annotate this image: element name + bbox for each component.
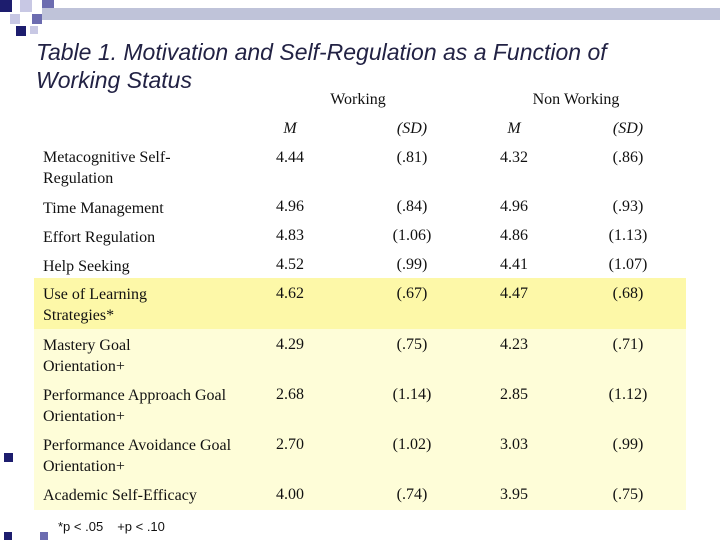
deco-square bbox=[32, 14, 42, 24]
deco-square bbox=[30, 26, 38, 34]
cell-nonworking-mean: 3.95 bbox=[500, 486, 528, 503]
cell-working-mean: 4.83 bbox=[276, 227, 304, 244]
deco-square bbox=[4, 532, 12, 540]
cell-nonworking-sd: (.93) bbox=[612, 198, 644, 215]
cell-working-mean: 4.62 bbox=[276, 285, 304, 302]
column-header-working-sd: (SD) bbox=[396, 120, 428, 137]
row-label: Help Seeking bbox=[43, 258, 130, 275]
cell-working-sd: (.84) bbox=[396, 198, 428, 215]
decorative-rule bbox=[42, 8, 720, 20]
cell-working-mean: 2.68 bbox=[276, 386, 304, 403]
cell-nonworking-mean: 4.32 bbox=[500, 149, 528, 166]
cell-working-sd: (1.02) bbox=[392, 436, 432, 453]
row-label: Performance Approach Goal Orientation+ bbox=[43, 387, 227, 425]
deco-square bbox=[20, 0, 32, 12]
column-header-nonworking-mean: M bbox=[507, 120, 521, 137]
deco-square bbox=[0, 0, 12, 12]
row-label: Metacognitive Self-Regulation bbox=[43, 149, 171, 187]
cell-working-sd: (.99) bbox=[396, 256, 428, 273]
cell-working-mean: 4.29 bbox=[276, 336, 304, 353]
cell-working-mean: 2.70 bbox=[276, 436, 304, 453]
cell-working-mean: 4.52 bbox=[276, 256, 304, 273]
table-title: Table 1. Motivation and Self-Regulation … bbox=[36, 39, 607, 93]
cell-nonworking-sd: (.86) bbox=[612, 149, 644, 166]
highlight-band-strong bbox=[34, 278, 686, 329]
row-label: Performance Avoidance Goal Orientation+ bbox=[43, 437, 232, 475]
footnote-marginal: +p < .10 bbox=[117, 519, 165, 534]
cell-nonworking-mean: 4.41 bbox=[500, 256, 528, 273]
group-header-non-working: Non Working bbox=[532, 91, 620, 108]
cell-nonworking-mean: 2.85 bbox=[500, 386, 528, 403]
cell-nonworking-sd: (1.12) bbox=[608, 386, 648, 403]
cell-working-mean: 4.96 bbox=[276, 198, 304, 215]
cell-nonworking-sd: (.75) bbox=[612, 486, 644, 503]
footnotes: *p < .05 +p < .10 bbox=[58, 519, 179, 534]
cell-nonworking-mean: 4.47 bbox=[500, 285, 528, 302]
group-header-working: Working bbox=[330, 91, 386, 108]
row-label: Mastery Goal Orientation+ bbox=[43, 337, 131, 375]
cell-working-mean: 4.00 bbox=[276, 486, 304, 503]
footnote-significance: *p < .05 bbox=[58, 519, 104, 534]
row-label: Time Management bbox=[43, 200, 164, 217]
row-label: Use of Learning Strategies* bbox=[43, 286, 147, 324]
cell-nonworking-mean: 4.86 bbox=[500, 227, 528, 244]
deco-square bbox=[4, 453, 13, 462]
cell-nonworking-mean: 4.23 bbox=[500, 336, 528, 353]
cell-nonworking-mean: 3.03 bbox=[500, 436, 528, 453]
cell-working-sd: (.67) bbox=[396, 285, 428, 302]
cell-working-sd: (.74) bbox=[396, 486, 428, 503]
deco-square bbox=[10, 14, 20, 24]
cell-nonworking-sd: (1.07) bbox=[608, 256, 648, 273]
cell-working-sd: (.81) bbox=[396, 149, 428, 166]
cell-working-sd: (1.06) bbox=[392, 227, 432, 244]
row-label: Effort Regulation bbox=[43, 229, 156, 246]
cell-nonworking-sd: (.71) bbox=[612, 336, 644, 353]
cell-working-sd: (.75) bbox=[396, 336, 428, 353]
deco-square bbox=[16, 26, 26, 36]
column-header-working-mean: M bbox=[283, 120, 297, 137]
cell-nonworking-sd: (1.13) bbox=[608, 227, 648, 244]
cell-working-mean: 4.44 bbox=[276, 149, 304, 166]
row-label: Academic Self-Efficacy bbox=[43, 487, 197, 504]
cell-nonworking-mean: 4.96 bbox=[500, 198, 528, 215]
cell-nonworking-sd: (.68) bbox=[612, 285, 644, 302]
cell-nonworking-sd: (.99) bbox=[612, 436, 644, 453]
cell-working-sd: (1.14) bbox=[392, 386, 432, 403]
column-header-nonworking-sd: (SD) bbox=[612, 120, 644, 137]
deco-square bbox=[40, 532, 48, 540]
